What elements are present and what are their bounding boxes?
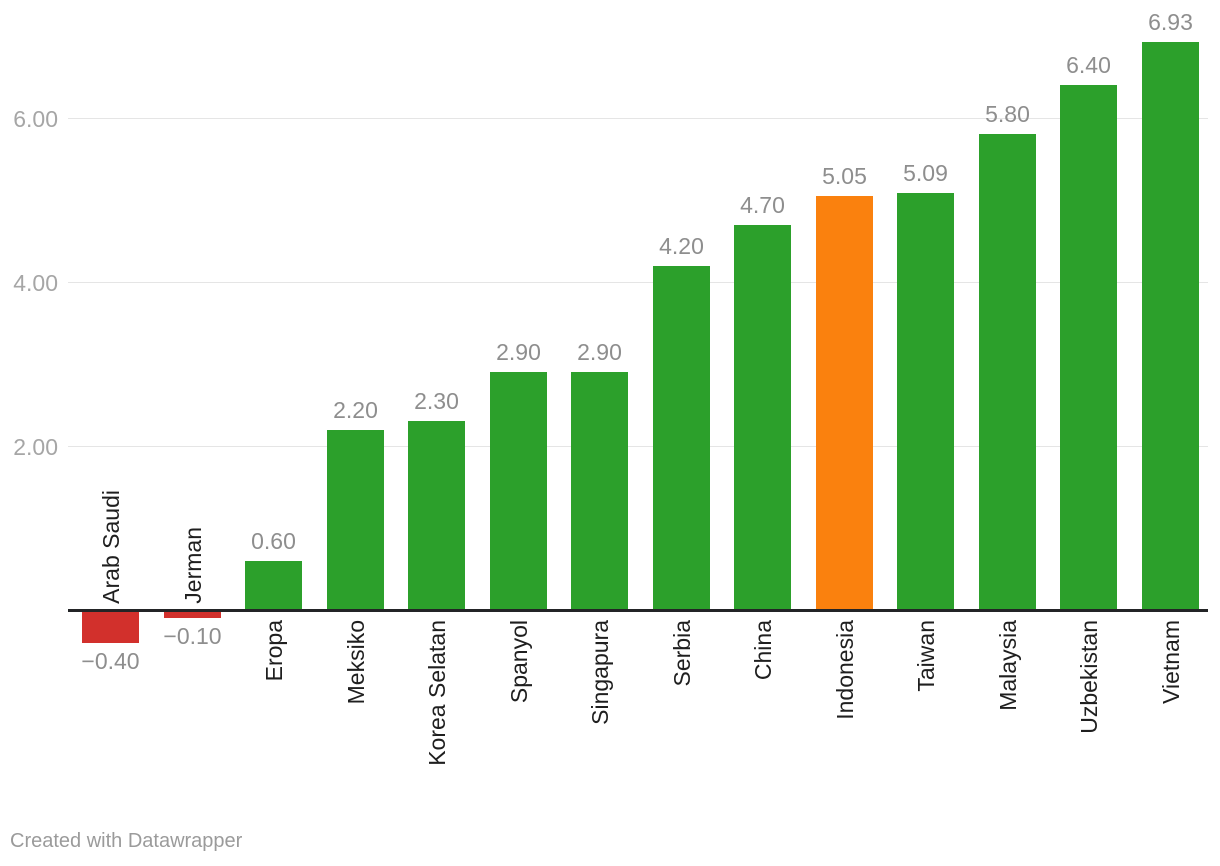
bar-value-label: 2.90 [577, 339, 622, 365]
bar-china [734, 225, 791, 610]
bar-arab-saudi [82, 612, 139, 643]
x-axis-baseline [68, 609, 1208, 612]
y-tick-label: 2.00 [13, 434, 58, 460]
category-label-text: Uzbekistan [1075, 620, 1102, 734]
bar-korea-selatan [408, 421, 465, 610]
bar-value-label: 5.80 [985, 101, 1030, 127]
bar-taiwan [897, 193, 954, 610]
gridline-6.00 [68, 118, 1208, 119]
bar-value-label: 4.20 [659, 233, 704, 259]
category-label-text: Vietnam [1157, 620, 1184, 704]
category-label-text: Jerman [179, 527, 206, 604]
bar-value-label: 5.05 [822, 163, 867, 189]
category-label-uzbekistan: Uzbekistan [1069, 620, 1109, 734]
bar-vietnam [1142, 42, 1199, 610]
y-tick-label: 4.00 [13, 270, 58, 296]
category-label-serbia: Serbia [662, 620, 702, 686]
category-label-china: China [743, 620, 783, 680]
bar-value-label: 2.20 [333, 397, 378, 423]
category-label-vietnam: Vietnam [1151, 620, 1191, 704]
category-label-text: Malaysia [994, 620, 1021, 711]
bar-value-label: 0.60 [251, 528, 296, 554]
bar-value-label: −0.40 [81, 648, 140, 674]
category-label-meksiko: Meksiko [336, 620, 376, 704]
bar-indonesia [816, 196, 873, 610]
category-label-taiwan: Taiwan [906, 620, 946, 692]
category-label-text: Indonesia [831, 620, 858, 720]
category-label-malaysia: Malaysia [988, 620, 1028, 711]
category-label-text: Singapura [586, 620, 613, 725]
category-label-text: Taiwan [912, 620, 939, 692]
bar-value-label: 6.93 [1148, 9, 1193, 35]
category-label-text: Serbia [668, 620, 695, 687]
bar-meksiko [327, 430, 384, 610]
bar-uzbekistan [1060, 85, 1117, 610]
category-label-text: Korea Selatan [423, 620, 450, 766]
category-label-text: Eropa [260, 620, 287, 682]
bar-spanyol [490, 372, 547, 610]
datawrapper-attribution: Created with Datawrapper [10, 830, 243, 852]
bar-value-label: −0.10 [163, 623, 222, 649]
category-label-eropa: Eropa [254, 620, 294, 681]
bar-singapura [571, 372, 628, 610]
bar-value-label: 4.70 [740, 192, 785, 218]
bar-serbia [653, 266, 710, 610]
category-label-singapura: Singapura [580, 620, 620, 725]
bar-eropa [245, 561, 302, 610]
gridline-4.00 [68, 282, 1208, 283]
category-label-jerman: Jerman [173, 350, 213, 604]
bar-jerman [164, 612, 221, 618]
bar-value-label: 2.90 [496, 339, 541, 365]
bar-value-label: 6.40 [1066, 52, 1111, 78]
category-label-text: China [749, 620, 776, 681]
y-tick-label: 6.00 [13, 106, 58, 132]
gridline-2.00 [68, 446, 1208, 447]
bar-malaysia [979, 134, 1036, 610]
category-label-korea-selatan: Korea Selatan [417, 620, 457, 766]
category-label-text: Spanyol [505, 620, 532, 704]
category-label-text: Arab Saudi [97, 490, 124, 604]
bar-value-label: 2.30 [414, 388, 459, 414]
category-label-text: Meksiko [342, 620, 369, 705]
bar-value-label: 5.09 [903, 160, 948, 186]
category-label-arab-saudi: Arab Saudi [91, 350, 131, 604]
category-label-spanyol: Spanyol [499, 620, 539, 703]
category-label-indonesia: Indonesia [825, 620, 865, 720]
